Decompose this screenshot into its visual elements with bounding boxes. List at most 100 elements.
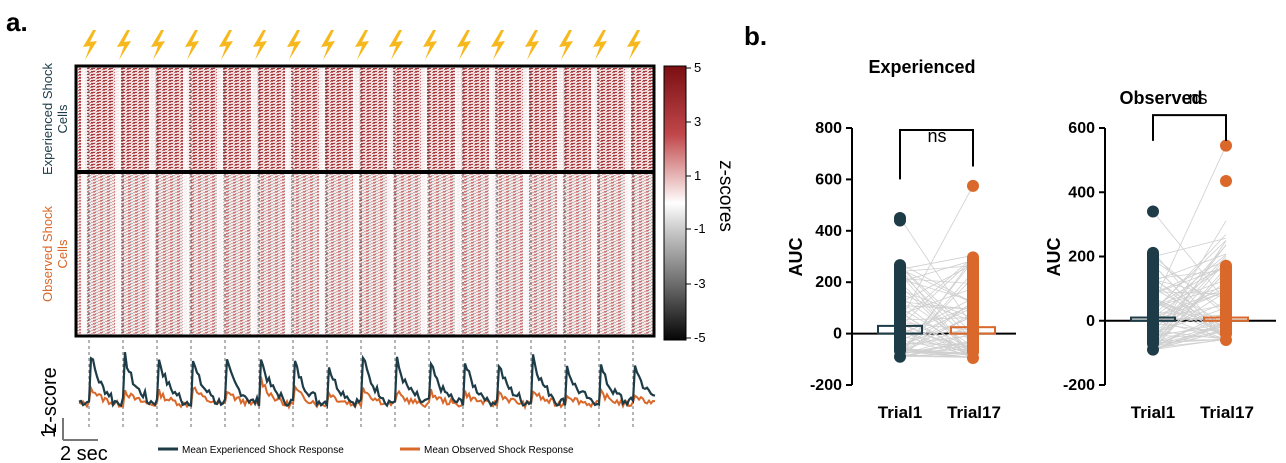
y-tick-label: 0 [1086,313,1095,330]
y-tick-label: 200 [815,274,842,291]
paired-line [1152,304,1227,319]
paired-line [899,321,974,331]
lightning-bolt-icon [287,30,301,60]
row-label-observed-line2: Cells [55,239,70,268]
colorbar-gradient [663,65,687,341]
paired-line [899,271,974,345]
scale-bar-y-label: 1 [38,427,60,438]
lightning-bolt-icon [253,30,267,60]
heatmap [74,64,656,338]
lightning-bolt-icon [321,30,335,60]
heatmap-gap-2 [115,66,121,336]
paired-line [899,265,974,272]
data-point-max [1220,139,1232,152]
y-tick-label: 400 [1068,184,1095,201]
dot-column-Trial1 [1147,246,1159,350]
heatmap-gap-13 [489,66,495,336]
y-tick-label: 200 [1068,249,1095,266]
dot-column-Trial17 [967,251,979,359]
colorbar: 5 3 1 -1 -3 -5 z-scores [663,60,736,345]
paired-line [899,321,974,358]
paired-line [1152,324,1227,351]
row-label-experienced-line1: Experienced Shock [40,62,55,175]
row-label-experienced: Experienced Shock Cells [40,62,70,175]
lightning-bolt-icon [151,30,165,60]
trace-experienced-mean [78,352,656,409]
paired-line [1152,265,1227,295]
lightning-bolt-icon [423,30,437,60]
y-tick-label: -200 [810,377,842,394]
chart-observed-significance: ns [1188,88,1207,108]
auc-chart-observed: Observed AUC ns Trial1 Trial17 600 400 200… [1044,88,1276,422]
data-point-max [967,179,979,192]
shock-bolts [83,30,641,60]
paired-line [1152,281,1227,333]
paired-line [899,266,974,335]
paired-line [1152,339,1227,344]
heatmap-gap-6 [251,66,257,336]
chart-experienced-significance: ns [927,126,946,146]
lightning-bolt-icon [185,30,199,60]
y-tick-label: 400 [815,223,842,240]
paired-line [899,350,974,359]
paired-line [1152,322,1227,338]
heatmap-gap-15 [557,66,563,336]
paired-line [899,315,974,352]
paired-line [899,343,974,346]
heatmap-gap-16 [591,66,597,336]
heatmap-gap-14 [523,66,529,336]
y-tick-label: 600 [1068,120,1095,137]
paired-line [899,273,974,359]
paired-line [1152,299,1227,330]
paired-line [1152,271,1227,350]
paired-line [899,335,974,354]
paired-line [1152,286,1227,308]
dot-column-Trial1 [894,259,906,357]
lightning-bolt-icon [491,30,505,60]
colorbar-label: z-scores [715,160,736,232]
data-point-max [1147,205,1159,218]
data-point [894,350,906,363]
significance-bracket [899,129,974,180]
paired-line [1152,264,1227,318]
heatmap-gap-3 [149,66,155,336]
paired-line [899,257,974,321]
chart-experienced-xlabel-trial1: Trial1 [878,403,922,422]
chart-observed-xlabel-trial17: Trial17 [1200,403,1254,422]
y-tick-label: 600 [815,171,842,188]
paired-line [899,263,974,304]
paired-line [899,260,974,283]
paired-line [899,288,974,316]
chart-experienced-title: Experienced [868,57,975,77]
heatmap-gap-9 [353,66,359,336]
lightning-bolt-icon [219,30,233,60]
paired-line [1152,240,1227,349]
data-point [1147,343,1159,356]
heatmap-gap-12 [455,66,461,336]
lightning-bolt-icon [389,30,403,60]
paired-line [899,312,974,355]
lightning-bolt-icon [83,30,97,60]
paired-line [1152,279,1227,299]
lightning-bolt-icon [355,30,369,60]
paired-line [899,217,974,328]
lightning-bolt-icon [627,30,641,60]
paired-line [899,268,974,358]
lightning-bolt-icon [457,30,471,60]
trace-panel: z-score 1 2 sec Mean Experienced Shock R… [38,340,656,463]
chart-observed-ylabel: AUC [1044,238,1064,277]
paired-line [1152,220,1227,343]
paired-line [1152,211,1227,302]
y-tick-label: 800 [815,120,842,137]
chart-observed-title: Observed [1119,88,1202,108]
colorbar-tick-label: -3 [694,276,706,291]
y-tick-label: 0 [833,326,842,343]
paired-line [1152,307,1227,334]
lightning-bolt-icon [525,30,539,60]
significance-bracket [1152,114,1227,141]
paired-line [899,297,974,337]
data-point [1220,334,1232,347]
paired-line [899,312,974,357]
dot-column-Trial17 [1220,259,1232,341]
paired-line [899,255,974,270]
